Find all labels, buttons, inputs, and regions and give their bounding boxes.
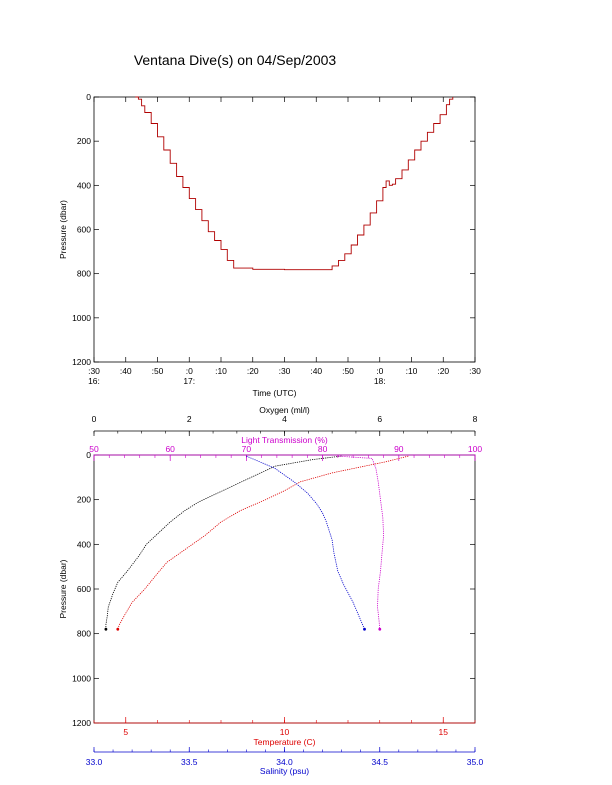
light-transmission-axis-label: Light Transmission (%)	[241, 435, 328, 445]
x-tick-label: :30	[88, 366, 100, 376]
y-tick-label: 200	[77, 136, 91, 146]
hour-label: 17:	[183, 376, 195, 386]
salinity-end-point	[363, 627, 366, 631]
y-tick-label: 800	[77, 269, 91, 279]
y-axis-label: Pressure (dbar)	[58, 200, 68, 259]
x-tick-label: :0	[376, 366, 383, 376]
x-tick-label: :50	[152, 366, 164, 376]
x-tick-label: :20	[247, 366, 259, 376]
plot-frame	[93, 96, 476, 363]
temperature-profile-line	[117, 455, 409, 630]
temperature-tick-label: 15	[439, 727, 449, 737]
x-tick-label: :30	[469, 366, 481, 376]
salinity-tick-label: 34.5	[371, 757, 388, 767]
x-tick-label: :20	[437, 366, 449, 376]
temperature-end-point	[116, 627, 120, 631]
y-tick-label: 800	[77, 629, 91, 639]
x-tick-label: :40	[120, 366, 132, 376]
y-tick-label: 200	[77, 495, 91, 505]
light-transmission-tick-label: 60	[165, 444, 175, 454]
temperature-tick-label: 5	[123, 727, 128, 737]
oxygen-profile-line	[105, 455, 342, 630]
salinity-tick-label: 33.0	[86, 757, 103, 767]
plot-frame	[93, 454, 476, 724]
light-transmission-end-point	[378, 627, 382, 631]
hour-label: 16:	[88, 376, 100, 386]
y-tick-label: 1000	[72, 673, 91, 683]
temperature-axis-label: Temperature (C)	[254, 737, 316, 747]
light-transmission-profile-line	[337, 455, 385, 630]
depth-trace-line	[135, 96, 454, 271]
y-tick-label: 1000	[72, 313, 91, 323]
light-transmission-tick-label: 50	[89, 444, 99, 454]
light-transmission-tick-label: 80	[318, 444, 328, 454]
light-transmission-tick-label: 100	[468, 444, 482, 454]
depth-time-chart: 020040060080010001200:30:40:50:0:10:20:3…	[58, 92, 481, 398]
y-tick-label: 1200	[72, 718, 91, 728]
salinity-tick-label: 34.0	[276, 757, 293, 767]
y-tick-label: 0	[86, 450, 91, 460]
light-transmission-tick-label: 90	[394, 444, 404, 454]
oxygen-tick-label: 6	[377, 414, 382, 424]
y-axis-label: Pressure (dbar)	[58, 559, 68, 618]
salinity-axis-label: Salinity (psu)	[260, 766, 309, 776]
salinity-tick-label: 35.0	[467, 757, 484, 767]
y-tick-label: 1200	[72, 357, 91, 367]
x-tick-label: :50	[342, 366, 354, 376]
x-tick-label: :10	[406, 366, 418, 376]
salinity-profile-line	[246, 455, 365, 630]
y-tick-label: 600	[77, 225, 91, 235]
temperature-tick-label: 10	[280, 727, 290, 737]
oxygen-axis-label: Oxygen (ml/l)	[259, 405, 310, 415]
oxygen-end-point	[104, 627, 108, 631]
oxygen-tick-label: 2	[187, 414, 192, 424]
light-transmission-tick-label: 70	[242, 444, 252, 454]
oxygen-tick-label: 8	[473, 414, 478, 424]
x-tick-label: :40	[310, 366, 322, 376]
y-tick-label: 600	[77, 584, 91, 594]
oxygen-tick-label: 4	[282, 414, 287, 424]
x-tick-label: :30	[279, 366, 291, 376]
x-tick-label: :10	[215, 366, 227, 376]
oxygen-tick-label: 0	[92, 414, 97, 424]
x-tick-label: :0	[186, 366, 193, 376]
salinity-tick-label: 33.5	[181, 757, 198, 767]
y-tick-label: 400	[77, 539, 91, 549]
chart-title: Ventana Dive(s) on 04/Sep/2003	[134, 52, 337, 68]
x-axis-label: Time (UTC)	[252, 388, 296, 398]
y-tick-label: 400	[77, 180, 91, 190]
hour-label: 18:	[374, 376, 386, 386]
profile-chart: 0 200 400 600 800 1000 1200 Pressure (dbar) 0 2 4 6…	[58, 405, 484, 776]
y-tick-label: 0	[86, 92, 91, 102]
